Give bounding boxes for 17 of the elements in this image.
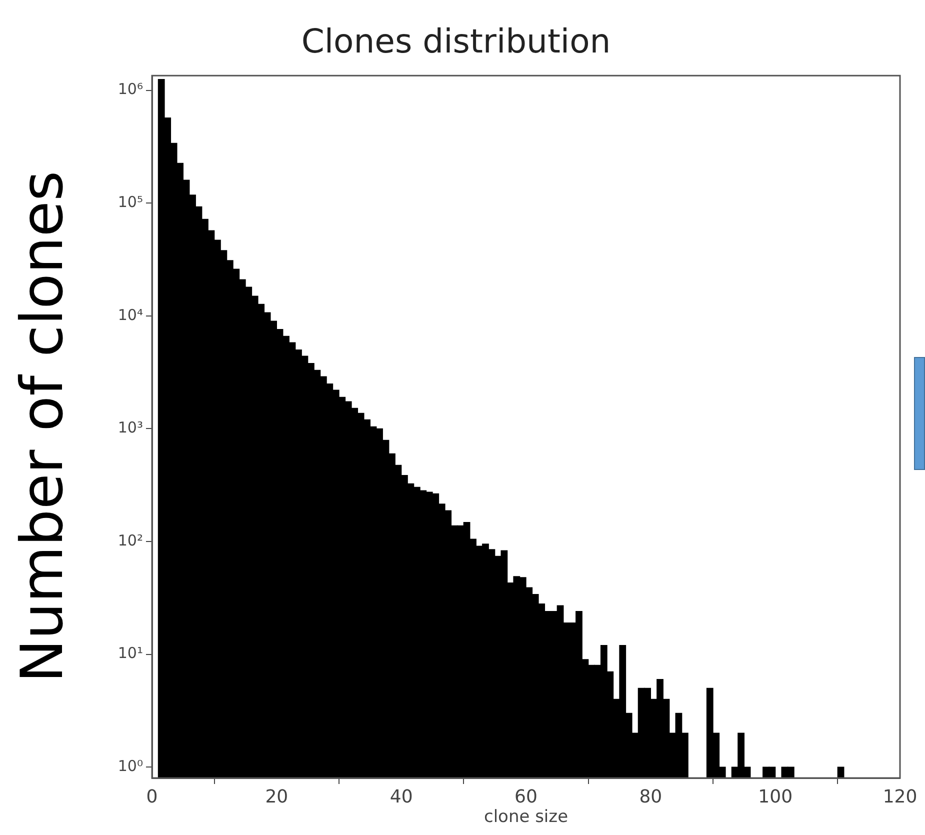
x-tick-label: 60 [514,786,538,808]
y-tick-label: 10⁶ [118,80,143,98]
x-axis-title: clone size [484,807,568,828]
x-tick-label: 80 [639,786,662,808]
x-tick-label: 120 [882,786,918,808]
x-tick-label: 40 [390,786,413,808]
y-tick-label: 10² [118,531,143,550]
y-tick-label: 10¹ [118,644,143,662]
x-tick-label: 0 [146,786,158,808]
x-tick-label: 20 [265,786,288,808]
chart-title: Clones distribution [301,21,611,60]
y-tick-label: 10⁵ [118,192,143,211]
y-axis-title: Number of clones [8,170,76,683]
y-tick-label: 10⁴ [118,306,143,324]
y-tick-label: 10³ [118,418,143,437]
x-tick-label: 100 [758,786,793,808]
y-tick-label: 10⁰ [118,756,143,775]
